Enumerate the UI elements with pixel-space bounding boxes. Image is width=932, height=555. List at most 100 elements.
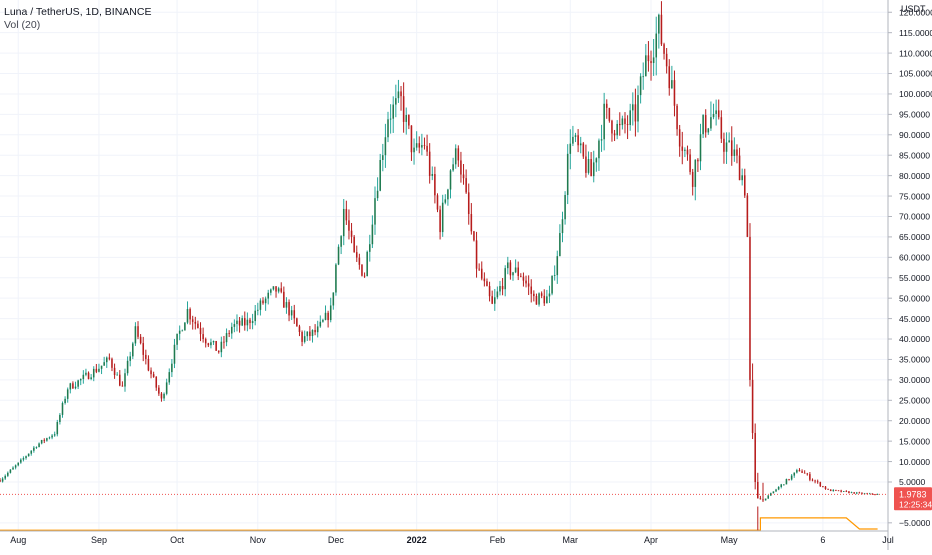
candle-body [314, 329, 316, 333]
candle-body [785, 479, 788, 485]
time-axis[interactable]: Aug Sep Oct Nov Dec 2022 Feb Mar Apr May 6 Jul [0, 530, 894, 545]
candle-body [733, 149, 736, 156]
candle-body [290, 310, 293, 316]
candle-body [134, 326, 137, 344]
candle-body [618, 123, 621, 126]
volume-indicator-label[interactable]: Vol (20) [4, 19, 41, 31]
candle-body [757, 481, 759, 499]
candle-body [704, 115, 707, 133]
candle-body [288, 302, 290, 316]
candle-body [522, 276, 525, 281]
time-tick-label: May [721, 535, 739, 545]
price-tick-label: 75.0000 [899, 191, 930, 201]
candle-body [585, 156, 587, 173]
candle-body [184, 322, 186, 331]
candle-body [27, 453, 30, 457]
candle-body [33, 447, 35, 451]
candle-body [342, 208, 345, 237]
price-axis[interactable]: USDT 120.0000 115.0000 110.0000 105.0000 100… [887, 0, 932, 550]
candle-body [363, 275, 366, 277]
candle-body [298, 326, 301, 332]
candle-body [64, 398, 66, 404]
candle-body [645, 55, 647, 77]
candle-body [277, 288, 280, 292]
candle-body [790, 475, 793, 480]
candle-body [866, 493, 868, 495]
candle-body [61, 403, 64, 415]
candle-body [796, 470, 798, 473]
candle-body [111, 358, 113, 368]
candle-body [355, 252, 358, 258]
candle-body [858, 492, 861, 494]
candle-body [533, 293, 535, 297]
candle-body [66, 389, 69, 399]
candle-body [376, 190, 379, 199]
time-tick-label: 6 [820, 535, 825, 545]
candles [0, 1, 879, 503]
candle-body [207, 343, 210, 346]
candle-body [803, 472, 806, 474]
time-tick-label: Oct [170, 535, 185, 545]
candle-body [504, 268, 506, 290]
candle-body [56, 421, 59, 435]
candle-body [491, 296, 493, 304]
candle-body [418, 143, 421, 148]
candle-body [488, 286, 491, 297]
candle-body [775, 489, 777, 492]
candle-body [285, 302, 288, 308]
candle-body [126, 360, 129, 374]
candle-body [12, 467, 14, 470]
candle-body [754, 432, 756, 482]
candle-body [251, 321, 254, 324]
candle-body [587, 159, 590, 173]
candle-body [824, 486, 827, 489]
candle-body [798, 470, 801, 472]
price-tick-label: 85.0000 [899, 150, 930, 160]
candle-body [324, 312, 327, 320]
candle-body [20, 459, 22, 463]
candle-body [577, 135, 579, 146]
candle-body [150, 370, 152, 375]
candle-body [811, 479, 814, 481]
candle-body [855, 492, 858, 494]
candle-body [48, 437, 51, 439]
candle-body [340, 236, 342, 247]
candle-body [616, 123, 618, 136]
candle-body [746, 195, 749, 237]
candle-body [366, 251, 368, 277]
candle-body [699, 134, 702, 162]
candle-body [720, 117, 723, 139]
candle-body [710, 117, 712, 129]
candle-body [14, 465, 17, 468]
candle-body [4, 475, 6, 479]
candle-body [139, 336, 142, 344]
symbol-title[interactable]: Luna / TetherUS, 1D, BINANCE [4, 6, 152, 18]
candle-body [233, 324, 236, 327]
candle-body [400, 91, 402, 97]
candle-body [845, 491, 848, 492]
candle-body [806, 473, 809, 475]
candle-body [730, 140, 733, 156]
candle-body [152, 374, 155, 377]
time-tick-label: Feb [490, 535, 506, 545]
candle-body [603, 103, 605, 140]
candle-body [483, 278, 486, 282]
candle-body [421, 145, 423, 148]
candle-body [863, 493, 866, 495]
candle-body [772, 491, 775, 494]
candle-body [650, 61, 652, 64]
candle-body [165, 382, 168, 394]
candle-body [353, 236, 355, 253]
candle-body [98, 368, 100, 372]
candle-body [408, 114, 410, 126]
candle-body [108, 357, 111, 359]
candle-body [345, 208, 348, 221]
candle-body [212, 340, 215, 343]
candle-body [447, 189, 449, 200]
candle-body [0, 479, 1, 482]
candle-body [371, 224, 374, 245]
candle-body [262, 300, 264, 304]
candle-body [51, 435, 53, 438]
candle-body [327, 312, 329, 321]
